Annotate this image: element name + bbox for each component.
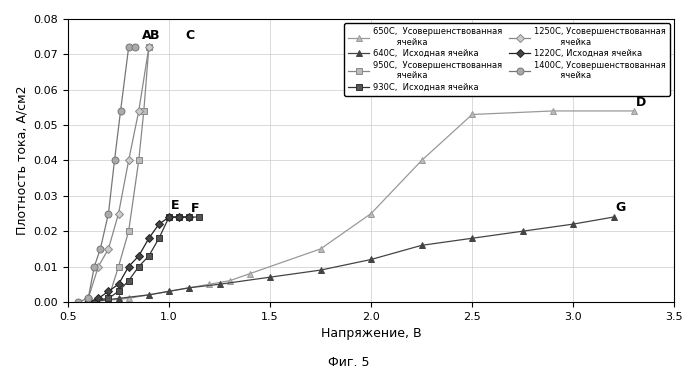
950C, Усовершенствованная ячейка — [135, 158, 143, 163]
930C, Исходная ячейка — [124, 279, 133, 283]
1250C, Усовершенствованная ячейка — [94, 264, 103, 269]
1250C, Усовершенствованная ячейка — [135, 109, 143, 113]
1220C, Исходная ячейка — [104, 289, 112, 293]
1220C, Исходная ячейка — [144, 236, 153, 240]
1400C, Усовершенствованная ячейка — [110, 158, 119, 163]
Line: 1220C, Исходная ячейка: 1220C, Исходная ячейка — [85, 214, 192, 305]
1400C, Усовершенствованная ячейка — [84, 296, 92, 300]
1250C, Усовершенствованная ячейка — [124, 158, 133, 163]
Text: G: G — [616, 201, 626, 214]
1220C, Исходная ячейка — [155, 222, 163, 226]
Line: 930C, Исходная ячейка: 930C, Исходная ячейка — [84, 213, 203, 305]
650C, Усовершенствованная ячейка — [246, 272, 254, 276]
650C, Усовершенствованная ячейка — [417, 158, 426, 163]
650C, Усовершенствованная ячейка — [165, 289, 173, 293]
650C, Усовершенствованная ячейка — [104, 298, 112, 302]
650C, Усовершенствованная ячейка — [144, 293, 153, 297]
1220C, Исходная ячейка — [124, 264, 133, 269]
Line: 950C, Усовершенствованная ячейка: 950C, Усовершенствованная ячейка — [84, 44, 152, 305]
930C, Исходная ячейка — [165, 215, 173, 219]
1400C, Усовершенствованная ячейка — [117, 109, 125, 113]
Y-axis label: Плотность тока, А/см2: Плотность тока, А/см2 — [15, 86, 28, 235]
Text: F: F — [191, 202, 200, 215]
1250C, Усовершенствованная ячейка — [144, 45, 153, 50]
950C, Усовершенствованная ячейка — [144, 45, 153, 50]
930C, Исходная ячейка — [185, 215, 193, 219]
Text: C: C — [185, 29, 194, 42]
Line: 650C, Усовершенствованная ячейка: 650C, Усовершенствованная ячейка — [84, 107, 637, 305]
Line: 1400C, Усовершенствованная ячейка: 1400C, Усовершенствованная ячейка — [75, 44, 138, 305]
640C, Исходная ячейка — [367, 257, 376, 262]
950C, Усовершенствованная ячейка — [84, 300, 92, 304]
1400C, Усовершенствованная ячейка — [104, 211, 112, 216]
650C, Усовершенствованная ячейка — [124, 296, 133, 300]
640C, Исходная ячейка — [468, 236, 476, 240]
1220C, Исходная ячейка — [114, 282, 123, 286]
950C, Усовершенствованная ячейка — [114, 264, 123, 269]
640C, Исходная ячейка — [185, 286, 193, 290]
640C, Исходная ячейка — [266, 275, 274, 279]
650C, Усовершенствованная ячейка — [316, 247, 325, 251]
1250C, Усовершенствованная ячейка — [104, 247, 112, 251]
Text: D: D — [636, 96, 646, 109]
1250C, Усовершенствованная ячейка — [84, 296, 92, 300]
930C, Исходная ячейка — [104, 296, 112, 300]
930C, Исходная ячейка — [144, 254, 153, 258]
930C, Исходная ячейка — [135, 264, 143, 269]
Text: A: A — [142, 29, 151, 42]
1250C, Усовершенствованная ячейка — [114, 211, 123, 216]
640C, Исходная ячейка — [417, 243, 426, 248]
650C, Усовершенствованная ячейка — [630, 109, 638, 113]
1400C, Усовершенствованная ячейка — [74, 300, 82, 304]
1220C, Исходная ячейка — [175, 215, 184, 219]
640C, Исходная ячейка — [316, 268, 325, 272]
650C, Усовершенствованная ячейка — [367, 211, 376, 216]
650C, Усовершенствованная ячейка — [468, 112, 476, 117]
Text: Фиг. 5: Фиг. 5 — [328, 356, 370, 369]
1400C, Усовершенствованная ячейка — [90, 264, 98, 269]
Line: 640C, Исходная ячейка: 640C, Исходная ячейка — [84, 213, 617, 305]
930C, Исходная ячейка — [175, 215, 184, 219]
X-axis label: Напряжение, В: Напряжение, В — [321, 327, 422, 340]
950C, Усовершенствованная ячейка — [140, 109, 148, 113]
Text: B: B — [150, 29, 159, 42]
650C, Усовершенствованная ячейка — [185, 286, 193, 290]
640C, Исходная ячейка — [569, 222, 577, 226]
930C, Исходная ячейка — [195, 215, 204, 219]
650C, Усовершенствованная ячейка — [84, 300, 92, 304]
640C, Исходная ячейка — [609, 215, 618, 219]
930C, Исходная ячейка — [84, 300, 92, 304]
640C, Исходная ячейка — [165, 289, 173, 293]
950C, Усовершенствованная ячейка — [104, 296, 112, 300]
1220C, Исходная ячейка — [135, 254, 143, 258]
Text: E: E — [171, 199, 179, 212]
650C, Усовершенствованная ячейка — [205, 282, 214, 286]
650C, Усовершенствованная ячейка — [549, 109, 557, 113]
1220C, Исходная ячейка — [84, 300, 92, 304]
1400C, Усовершенствованная ячейка — [131, 45, 139, 50]
Legend: 650C,  Усовершенствованная
         ячейка, 640C,  Исходная ячейка, 950C,  Усове: 650C, Усовершенствованная ячейка, 640C, … — [344, 23, 670, 96]
1220C, Исходная ячейка — [165, 215, 173, 219]
640C, Исходная ячейка — [84, 300, 92, 304]
1400C, Усовершенствованная ячейка — [96, 247, 105, 251]
950C, Усовершенствованная ячейка — [124, 229, 133, 233]
930C, Исходная ячейка — [114, 289, 123, 293]
930C, Исходная ячейка — [155, 236, 163, 240]
640C, Исходная ячейка — [114, 296, 123, 300]
640C, Исходная ячейка — [216, 282, 224, 286]
1220C, Исходная ячейка — [94, 296, 103, 300]
650C, Усовершенствованная ячейка — [225, 279, 234, 283]
640C, Исходная ячейка — [519, 229, 527, 233]
640C, Исходная ячейка — [144, 293, 153, 297]
1220C, Исходная ячейка — [185, 215, 193, 219]
Line: 1250C, Усовершенствованная ячейка: 1250C, Усовершенствованная ячейка — [85, 44, 151, 301]
1400C, Усовершенствованная ячейка — [124, 45, 133, 50]
